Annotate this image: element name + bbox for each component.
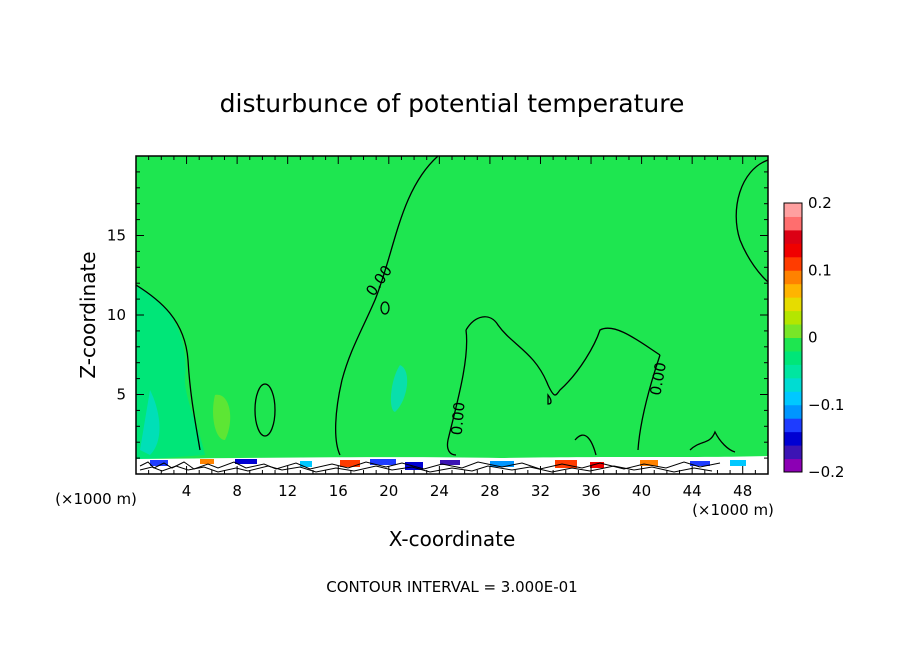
colorbar-swatch — [784, 310, 802, 325]
y-tick-labels: 5 10 15 — [107, 227, 126, 404]
cool-patch-left — [140, 390, 160, 455]
colorbar-swatch — [784, 216, 802, 231]
contour-line — [637, 354, 661, 451]
contour-line — [465, 316, 661, 396]
colorbar-swatch — [784, 364, 802, 379]
x-tick-label: 4 — [182, 482, 192, 500]
colorbar-swatch — [784, 283, 802, 298]
contour-label: 0.00 — [646, 361, 670, 397]
x-tick-label: 44 — [683, 482, 702, 500]
y-tick-label: 15 — [107, 227, 126, 245]
colorbar-swatch — [784, 324, 802, 338]
colorbar-swatch — [784, 350, 802, 365]
colorbar-swatch — [784, 404, 802, 419]
axis-ticks — [136, 156, 768, 474]
colorbar-swatch — [784, 458, 802, 473]
x-tick-label: 36 — [581, 482, 600, 500]
contour-line — [446, 329, 468, 456]
y-tick-label: 10 — [107, 306, 126, 324]
surface-noise — [139, 459, 746, 473]
colorbar-swatch — [784, 229, 802, 244]
colorbar-swatch — [784, 377, 802, 392]
colorbar-swatch — [784, 337, 802, 352]
contour-line — [735, 159, 768, 283]
colorbar-swatch — [784, 256, 802, 271]
x-unit-right: (×1000 m) — [692, 501, 774, 519]
colorbar-tick-label: 0.1 — [808, 261, 832, 279]
x-tick-label: 48 — [733, 482, 752, 500]
cool-patch-center — [390, 365, 408, 412]
contour-line — [380, 301, 390, 315]
zero-contours — [136, 156, 768, 456]
colorbar-tick-label: −0.1 — [808, 396, 844, 414]
x-tick-label: 20 — [379, 482, 398, 500]
x-tick-label: 12 — [278, 482, 297, 500]
colorbar-swatch — [784, 243, 802, 258]
y-tick-label: 5 — [116, 386, 126, 404]
contour-interval-note: CONTOUR INTERVAL = 3.000E-01 — [326, 578, 577, 596]
colorbar-frame — [783, 202, 803, 473]
contour-line — [547, 393, 552, 405]
colorbar-swatch — [784, 445, 802, 460]
colorbar-tick-labels: 0.2 0.1 0 −0.1 −0.2 — [808, 194, 844, 481]
colorbar-swatch — [784, 418, 802, 433]
colorbar-swatch — [784, 391, 802, 406]
colorbar-swatch — [784, 203, 802, 217]
x-tick-label: 28 — [480, 482, 499, 500]
x-tick-label: 24 — [430, 482, 449, 500]
plot-area: 0.00 0.00 0.00 — [136, 156, 768, 474]
contour-line — [136, 284, 201, 451]
colorbar-swatch — [784, 297, 802, 312]
warm-patch — [213, 394, 231, 440]
x-tick-label: 32 — [531, 482, 550, 500]
colorbar-tick-label: 0 — [808, 329, 818, 347]
x-tick-label: 40 — [632, 482, 651, 500]
x-axis-label: X-coordinate — [389, 527, 516, 551]
colorbar-swatch — [784, 431, 802, 446]
contour-line — [254, 383, 276, 437]
colorbar — [784, 203, 802, 473]
x-tick-label: 16 — [329, 482, 348, 500]
chart-title: disturbunce of potential temperature — [220, 89, 685, 118]
contour-line — [574, 434, 597, 456]
contour-line — [334, 156, 439, 456]
x-tick-label: 8 — [232, 482, 242, 500]
contour-line — [689, 430, 736, 453]
x-unit-left: (×1000 m) — [55, 490, 137, 508]
y-axis-label: Z-coordinate — [76, 251, 100, 378]
contour-label: 0.00 — [448, 401, 469, 436]
colorbar-tick-label: 0.2 — [808, 194, 832, 212]
colorbar-tick-label: −0.2 — [808, 463, 844, 481]
colorbar-swatch — [784, 270, 802, 285]
x-tick-labels: 4 8 12 16 20 24 28 32 36 40 44 48 — [182, 482, 752, 500]
background-field — [136, 156, 768, 474]
